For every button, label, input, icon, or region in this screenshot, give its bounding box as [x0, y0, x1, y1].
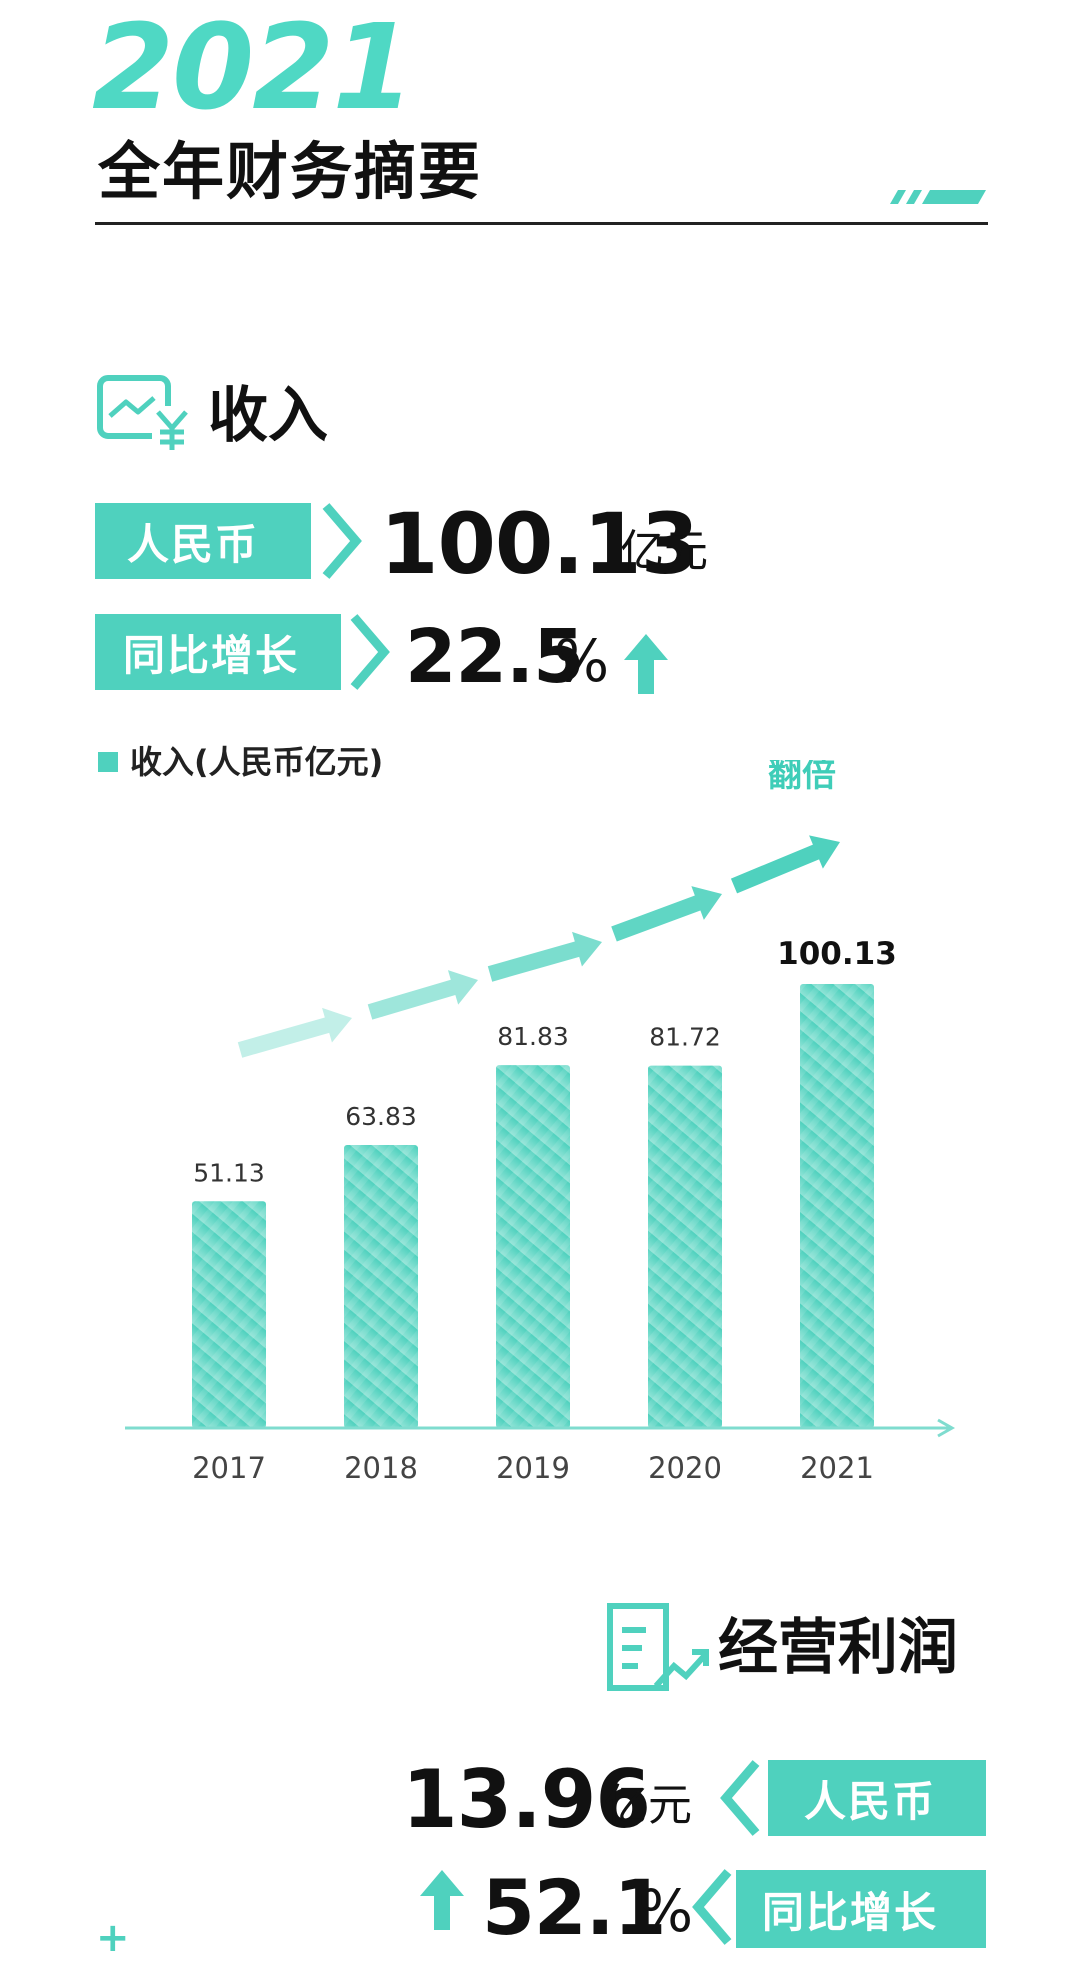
chevron-right-icon [322, 503, 362, 579]
revenue-yoy-pill: 同比增长 [95, 614, 341, 690]
profit-currency-pill: 人民币 [768, 1760, 986, 1836]
growth-arrow-5 [730, 835, 840, 894]
growth-arrow-3 [487, 931, 602, 982]
category-label-2017: 2017 [192, 1451, 266, 1485]
profit-yoy-value: 52.1 [482, 1863, 667, 1952]
profit-section-title: 经营利润 [718, 1613, 958, 1683]
category-label-2021: 2021 [800, 1451, 874, 1485]
header-year: 2021 [92, 0, 414, 136]
profit-yoy-pill: 同比增长 [736, 1870, 986, 1948]
revenue-section-title: 收入 [208, 381, 328, 451]
stripes-decoration-icon [890, 190, 986, 204]
bar-2020 [648, 1065, 722, 1428]
legend-swatch [98, 752, 118, 772]
category-label-2018: 2018 [344, 1451, 418, 1485]
revenue-yoy-value: 22.5 [405, 614, 585, 700]
bar-2017 [192, 1201, 266, 1428]
legend-label: 收入(人民币亿元) [130, 743, 384, 781]
revenue-yoy-label: 同比增长 [123, 630, 300, 680]
growth-arrows [237, 835, 840, 1058]
category-label-2019: 2019 [496, 1451, 570, 1485]
bar-2021 [800, 984, 874, 1428]
chevron-right-icon [350, 614, 390, 690]
bar-2018 [344, 1144, 418, 1428]
growth-arrow-1 [237, 1007, 352, 1058]
header-divider [95, 222, 988, 225]
growth-arrow-2 [367, 970, 478, 1020]
profit-currency-label: 人民币 [804, 1776, 937, 1826]
data-label-2019: 81.83 [497, 1022, 569, 1051]
profit-value: 13.96 [402, 1753, 651, 1846]
revenue-chart-icon [97, 375, 192, 450]
revenue-currency-pill: 人民币 [95, 503, 311, 579]
category-label-2020: 2020 [648, 1451, 722, 1485]
growth-arrow-4 [611, 886, 723, 942]
data-label-2018: 63.83 [345, 1102, 417, 1131]
chevron-left-icon [720, 1760, 760, 1836]
page-title: 全年财务摘要 [98, 135, 483, 208]
revenue-unit: 亿元 [620, 526, 708, 577]
revenue-value: 100.13 [380, 495, 699, 593]
revenue-currency-label: 人民币 [127, 519, 260, 569]
data-label-2017: 51.13 [193, 1158, 265, 1187]
chevron-left-icon [692, 1869, 732, 1945]
arrow-up-icon [420, 1870, 464, 1930]
bar-2019 [496, 1065, 570, 1428]
data-label-2021: 100.13 [777, 936, 897, 972]
plus-icon: + [96, 1915, 130, 1961]
profit-document-icon [607, 1603, 709, 1691]
double-annotation: 翻倍 [768, 760, 836, 795]
profit-unit: 亿元 [604, 1780, 692, 1831]
revenue-bar-chart: 51.13 2017 63.83 2018 81.83 2019 81.72 2020 100.… [125, 760, 956, 1485]
data-label-2020: 81.72 [649, 1023, 721, 1052]
arrow-up-icon [624, 634, 668, 694]
revenue-yoy-unit: % [554, 627, 610, 695]
profit-yoy-label: 同比增长 [762, 1887, 939, 1937]
profit-yoy-unit: % [638, 1877, 694, 1945]
x-axis-arrowhead [937, 1418, 956, 1438]
